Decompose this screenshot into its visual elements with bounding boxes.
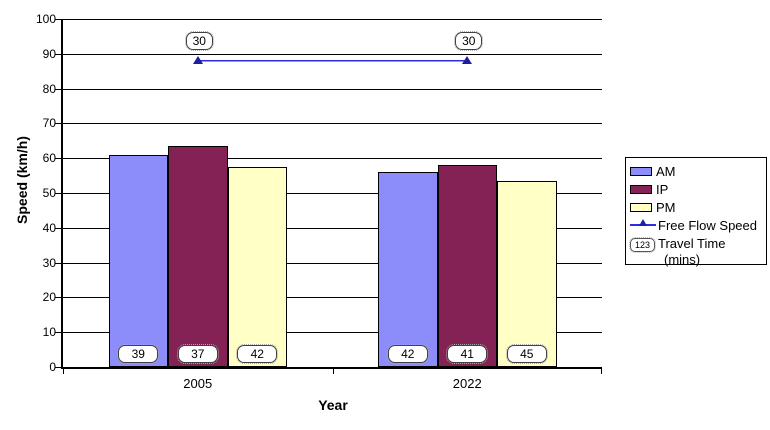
y-axis-line: [61, 19, 63, 369]
bar-am-2005: [108, 154, 168, 367]
travel-time-label-line2: (mins): [664, 252, 701, 267]
travel-time-label-pm-2005: 42: [236, 344, 279, 364]
y-tick-label-40: 40: [42, 220, 56, 235]
bar-pm-2005: [227, 166, 287, 367]
travel-time-label-ip-2022: 41: [446, 344, 489, 364]
bar-am-2022: [378, 172, 438, 367]
y-tick-mark-30: [55, 262, 61, 264]
x-axis-line: [61, 367, 602, 369]
bar-pm-2022: [497, 180, 557, 367]
gridline-100: [63, 19, 602, 20]
pm-color-swatch: [630, 202, 652, 212]
plot-area: 39 37 42 42 41 45 30 30: [63, 19, 602, 367]
bar-ip-2022: [437, 165, 497, 367]
travel-time-box-icon: 123: [629, 237, 656, 253]
am-color-swatch: [630, 166, 652, 176]
legend: AM IP PM Free Flow Speed 123 Travel Time…: [625, 157, 767, 267]
travel-time-label-am-2005: 39: [117, 344, 160, 364]
y-tick-mark-40: [55, 227, 61, 229]
legend-item-am: AM: [630, 162, 762, 180]
travel-time-label-line1: Travel Time: [658, 236, 726, 251]
free-flow-marker-2022: [462, 55, 473, 64]
y-tick-mark-10: [55, 332, 61, 334]
triangle-marker-icon: [639, 219, 647, 226]
legend-item-ip: IP: [630, 180, 762, 198]
gridline-40: [63, 227, 602, 229]
y-tick-mark-70: [55, 123, 61, 125]
legend-label-ip: IP: [656, 181, 669, 197]
y-tick-label-0: 0: [49, 360, 56, 374]
y-tick-mark-60: [55, 158, 61, 160]
travel-time-label-am-2022: 42: [386, 344, 429, 364]
y-tick-label-90: 90: [42, 46, 56, 61]
legend-label-travel-time: Travel Time (mins): [658, 236, 725, 268]
gridline-20: [63, 297, 602, 299]
ip-color-swatch: [630, 184, 652, 194]
x-tick-mark-1: [332, 367, 334, 374]
gridline-50: [63, 193, 602, 194]
y-tick-mark-50: [55, 193, 61, 194]
y-tick-label-50: 50: [42, 186, 56, 200]
y-tick-mark-20: [55, 297, 61, 299]
legend-item-travel-time: 123 Travel Time (mins): [629, 236, 762, 270]
free-flow-speed-line: [197, 59, 468, 62]
free-flow-travel-time-label-2005: 30: [184, 30, 214, 51]
gridline-30: [63, 262, 602, 264]
free-flow-marker-2005: [192, 55, 203, 64]
y-tick-mark-0: [55, 367, 61, 368]
gridline-80: [63, 88, 602, 90]
y-tick-label-20: 20: [42, 290, 56, 305]
gridline-10: [63, 332, 602, 334]
y-tick-label-10: 10: [42, 325, 56, 340]
x-axis-title: Year: [318, 397, 348, 413]
category-label-2022: 2022: [452, 376, 482, 391]
legend-label-free-flow: Free Flow Speed: [658, 217, 757, 233]
gridline-60: [63, 158, 602, 160]
travel-time-label-ip-2005: 37: [176, 344, 219, 364]
x-tick-mark-end: [601, 367, 602, 374]
legend-label-pm: PM: [656, 199, 676, 215]
legend-label-am: AM: [656, 163, 676, 179]
free-flow-travel-time-label-2022: 30: [454, 30, 484, 51]
y-tick-mark-80: [55, 88, 61, 90]
legend-item-free-flow: Free Flow Speed: [630, 216, 762, 234]
y-tick-label-60: 60: [42, 151, 56, 166]
travel-time-label-pm-2022: 45: [505, 344, 548, 364]
y-tick-label-70: 70: [42, 116, 56, 131]
gridline-90: [63, 53, 602, 55]
y-tick-label-30: 30: [42, 255, 56, 270]
y-tick-label-80: 80: [42, 81, 56, 96]
legend-item-pm: PM: [630, 198, 762, 216]
y-tick-mark-90: [55, 53, 61, 55]
y-tick-mark-100: [55, 19, 61, 20]
x-tick-mark-0: [63, 367, 64, 374]
bar-ip-2005: [168, 146, 228, 367]
y-tick-label-100: 100: [35, 12, 56, 26]
gridline-70: [63, 123, 602, 125]
category-label-2005: 2005: [183, 376, 213, 391]
free-flow-line-icon: [630, 219, 656, 230]
